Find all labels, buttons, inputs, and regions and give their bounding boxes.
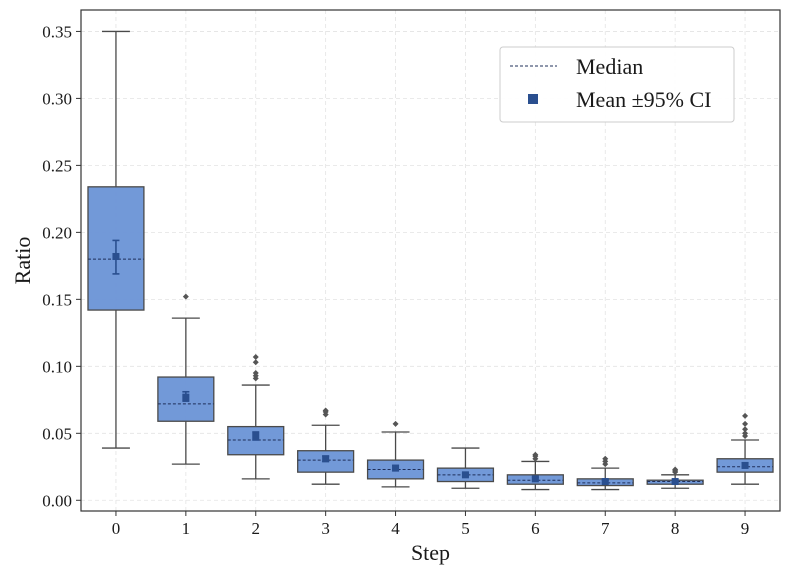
box-group-step-2: [227, 353, 285, 480]
y-tick-label-4: 0.20: [42, 223, 72, 242]
mean-marker-step-3: [322, 455, 330, 463]
tick-layer: 0.00 0.05 0.10 0.15 0.20 0.25 0.30 0.35 0 1 2 3 4 5 6 7…: [42, 22, 749, 538]
box-group-step-9: [716, 412, 774, 485]
box-group-step-0: [87, 30, 145, 449]
x-tick-label-0: 0: [112, 519, 121, 538]
box-group-step-5: [436, 447, 495, 489]
mean-marker-step-4: [392, 464, 400, 472]
flier-step-9-2: [742, 426, 749, 433]
x-tick-label-5: 5: [461, 519, 470, 538]
flier-step-2-2: [252, 370, 259, 377]
legend-mean-swatch: [528, 94, 538, 104]
y-tick-label-0: 0.00: [42, 491, 72, 510]
mean-marker-step-1: [182, 393, 190, 401]
flier-step-6-2: [532, 451, 539, 458]
y-tick-label-3: 0.15: [42, 290, 72, 309]
flier-step-7-2: [602, 455, 609, 462]
flier-step-9-1: [742, 430, 749, 437]
y-axis-label: Ratio: [10, 237, 35, 285]
legend: Median Mean ±95% CI: [499, 46, 735, 123]
flier-step-3-2: [322, 407, 329, 414]
mean-marker-step-0: [112, 252, 120, 260]
box-group-step-4: [366, 420, 425, 488]
x-tick-label-9: 9: [741, 519, 750, 538]
flier-step-1-0: [182, 293, 189, 300]
x-tick-label-6: 6: [531, 519, 540, 538]
flier-step-2-4: [252, 353, 259, 360]
x-axis-label: Step: [411, 540, 450, 565]
legend-frame: [499, 46, 735, 123]
legend-mean-label: Mean ±95% CI: [576, 87, 712, 112]
box-group-step-6: [506, 451, 564, 491]
mean-marker-step-7: [601, 478, 609, 486]
y-tick-label-2: 0.10: [42, 357, 72, 376]
box-group-step-1: [157, 293, 215, 465]
flier-step-9-4: [742, 412, 749, 419]
x-tick-label-8: 8: [671, 519, 680, 538]
flier-step-4-0: [392, 420, 399, 427]
mean-marker-step-5: [461, 471, 469, 479]
y-tick-label-7: 0.35: [42, 22, 72, 41]
mean-marker-step-8: [671, 478, 679, 486]
x-tick-label-3: 3: [321, 519, 330, 538]
y-tick-label-6: 0.30: [42, 89, 72, 108]
x-tick-label-7: 7: [601, 519, 610, 538]
x-tick-label-2: 2: [252, 519, 261, 538]
box-group-step-8: [646, 466, 704, 489]
box-layer: [87, 30, 774, 491]
mean-marker-step-2: [252, 432, 260, 440]
x-tick-label-4: 4: [391, 519, 400, 538]
y-tick-label-1: 0.05: [42, 424, 72, 443]
box-group-step-3: [297, 407, 355, 485]
mean-marker-step-9: [741, 461, 749, 469]
box-group-step-7: [576, 455, 634, 491]
y-tick-label-5: 0.25: [42, 156, 72, 175]
mean-marker-step-6: [531, 475, 539, 483]
plot-frame: [80, 9, 781, 512]
legend-median-label: Median: [576, 54, 643, 79]
flier-step-2-3: [252, 359, 259, 366]
flier-step-9-3: [742, 420, 749, 427]
x-tick-label-1: 1: [182, 519, 191, 538]
flier-step-8-2: [672, 466, 679, 473]
